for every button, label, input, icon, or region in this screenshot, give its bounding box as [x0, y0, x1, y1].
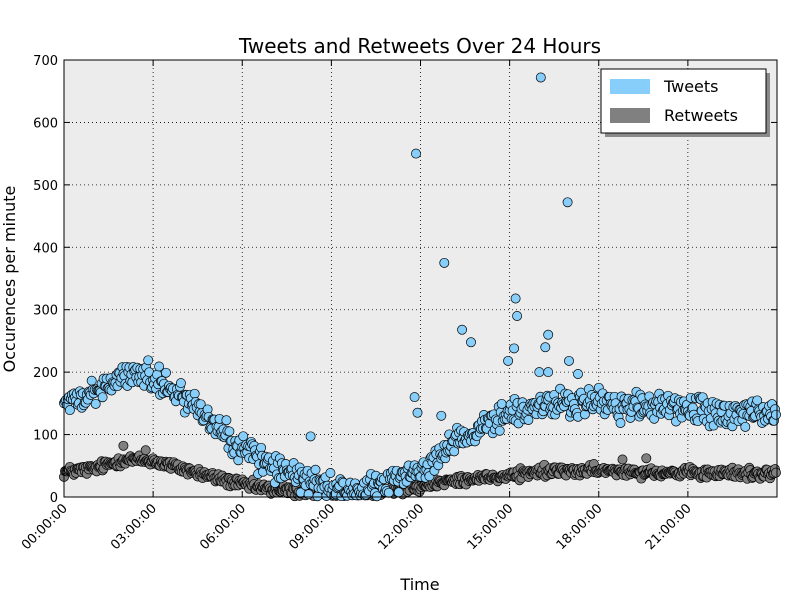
tweets-point	[494, 425, 505, 436]
legend-label-retweets: Retweets	[664, 106, 738, 125]
legend-swatch-retweets	[610, 108, 650, 123]
retweets-series	[59, 440, 781, 502]
retweets-point	[771, 467, 781, 478]
x-tick-label: 15:00:00	[465, 501, 517, 553]
tweets-point	[412, 407, 423, 418]
tweets-point	[510, 293, 521, 304]
tweets-point	[305, 431, 316, 442]
x-tick-label: 06:00:00	[197, 501, 249, 553]
retweets-point	[118, 440, 129, 451]
tweets-point	[543, 329, 554, 340]
tweets-point	[740, 421, 751, 432]
tweets-point	[154, 361, 165, 372]
tweets-point	[466, 337, 476, 348]
tweets-point	[224, 426, 235, 437]
y-tick-label: 300	[33, 304, 58, 319]
y-tick-label: 500	[33, 179, 58, 194]
tweets-point	[564, 355, 574, 366]
tweets-point	[540, 342, 551, 353]
tweets-point	[457, 324, 468, 335]
grid-lines	[64, 60, 777, 497]
y-tick-label: 700	[33, 54, 58, 69]
y-tick-label: 200	[33, 366, 58, 381]
x-axis-title: Time	[399, 575, 439, 594]
tweets-point	[64, 405, 75, 416]
retweets-point	[140, 445, 151, 456]
tweets-series	[59, 72, 781, 502]
retweets-point	[641, 453, 652, 464]
tweets-point	[238, 431, 249, 442]
tweets-point	[371, 491, 382, 502]
y-axis: 0 100 200 300 400 500 600 700	[33, 54, 777, 506]
x-tick-label: 09:00:00	[286, 501, 338, 553]
x-tick-label: 18:00:00	[554, 501, 606, 553]
tweets-point	[523, 415, 534, 425]
legend-swatch-tweets	[610, 79, 650, 94]
x-tick-label: 00:00:00	[19, 501, 71, 553]
tweets-point	[436, 410, 447, 421]
tweets-point	[175, 378, 186, 389]
tweets-point	[503, 355, 514, 366]
y-tick-label: 0	[50, 491, 58, 506]
tweets-point	[310, 464, 321, 475]
x-tick-label: 03:00:00	[108, 501, 160, 553]
tweets-point	[303, 489, 314, 500]
tweets-point	[512, 311, 523, 321]
tweets-point	[449, 446, 460, 457]
tweets-point	[97, 392, 108, 403]
tweets-point	[771, 409, 781, 420]
tweets-point	[161, 367, 171, 378]
chart-title: Tweets and Retweets Over 24 Hours	[238, 34, 601, 58]
x-tick-label: 21:00:00	[643, 501, 695, 553]
tweets-point	[189, 388, 200, 399]
tweets-point	[86, 375, 97, 386]
tweets-point	[221, 415, 232, 426]
y-tick-label: 400	[33, 241, 58, 256]
y-tick-label: 600	[33, 116, 58, 131]
tweets-point	[143, 355, 154, 366]
tweets-point	[562, 197, 573, 208]
x-tick-label: 12:00:00	[375, 501, 427, 553]
legend: Tweets Retweets	[600, 68, 770, 137]
tweets-point	[615, 418, 626, 428]
tweets-point	[90, 398, 101, 409]
tweets-point	[383, 487, 394, 498]
tweets-point	[325, 468, 336, 478]
tweets-point	[534, 367, 545, 378]
y-axis-title: Occurences per minute	[0, 186, 19, 373]
y-tick-label: 100	[33, 429, 58, 444]
tweets-point	[535, 72, 546, 83]
tweets-point	[439, 257, 450, 268]
tweets-point	[411, 148, 421, 159]
tweets-point	[393, 487, 404, 498]
tweets-point	[543, 367, 554, 378]
legend-label-tweets: Tweets	[663, 77, 719, 96]
tweets-point	[573, 369, 583, 379]
tweets-point	[509, 343, 520, 354]
retweets-point	[617, 454, 628, 465]
tweets-point	[409, 392, 420, 403]
